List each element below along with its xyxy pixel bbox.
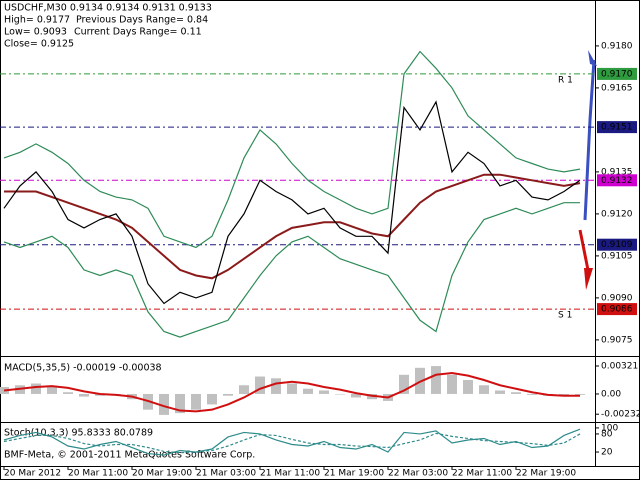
histogram-bar — [575, 393, 585, 395]
y-tick-label: 100 — [601, 423, 618, 433]
y-tick-label: 0.9180 — [601, 41, 633, 51]
histogram-bar — [527, 393, 537, 395]
series-line — [3, 372, 580, 413]
level-label-box — [597, 238, 637, 251]
level-name: S 1 — [558, 311, 572, 321]
annotation: Close= 0.9125 — [4, 39, 74, 50]
y-tick-label: -0.00232 — [601, 410, 640, 420]
histogram-bar — [463, 380, 473, 394]
histogram-bar — [207, 393, 217, 405]
x-tick-label: 22 Mar 19:00 — [516, 469, 576, 479]
histogram-bar — [399, 374, 409, 394]
y-tick-label: 0.9075 — [601, 335, 633, 345]
annotation: Previous Days Range= 0.84 — [76, 15, 208, 26]
histogram-bar — [479, 385, 489, 394]
y-tick-label: 0.9090 — [601, 293, 633, 303]
histogram-bar — [31, 383, 41, 394]
annotation: Current Days Range= 0.11 — [74, 27, 202, 38]
histogram-bar — [79, 393, 89, 397]
level-label: 0.9132 — [601, 176, 633, 186]
y-tick-label: 20 — [601, 448, 613, 458]
histogram-bar — [63, 392, 73, 394]
x-tick-label: 20 Mar 11:00 — [68, 469, 128, 479]
level-label-box — [597, 303, 637, 316]
series-line — [4, 173, 581, 280]
level-label: 0.9109 — [601, 240, 633, 250]
histogram-bar — [223, 393, 233, 396]
histogram-bar — [191, 393, 201, 410]
level-label: 0.9170 — [601, 69, 633, 79]
histogram-bar — [287, 383, 297, 394]
forecast-arrow-up — [583, 59, 596, 221]
y-tick-label: 0.00 — [601, 389, 621, 399]
x-tick-label: 21 Mar 19:00 — [324, 469, 384, 479]
level-label-box — [597, 121, 637, 134]
y-tick-label: 80 — [601, 429, 613, 439]
histogram-bar — [47, 386, 57, 394]
x-tick-label: 20 Mar 2012 — [4, 469, 61, 479]
y-tick-label: 0.00321 — [601, 361, 638, 371]
panel-title: USDCHF,M30 0.9134 0.9134 0.9131 0.9133 — [4, 3, 212, 14]
x-tick-label: 21 Mar 03:00 — [196, 469, 256, 479]
panel-title: MACD(5,35,5) -0.00019 -0.00038 — [4, 363, 162, 374]
level-label-box — [597, 67, 637, 80]
arrow-head — [588, 50, 597, 66]
y-tick-label: 0.9105 — [601, 251, 633, 261]
x-tick-label: 21 Mar 11:00 — [260, 469, 320, 479]
histogram-bar — [271, 378, 281, 394]
annotation: Low= 0.9093 — [4, 27, 67, 38]
x-tick-label: 20 Mar 19:00 — [132, 469, 192, 479]
histogram-bar — [239, 385, 249, 394]
level-label: 0.9086 — [601, 305, 633, 315]
panel-title: Stoch(10,3,3) 95.8333 80.0789 — [4, 428, 153, 439]
series-line — [3, 100, 581, 305]
level-name: R 1 — [558, 75, 573, 85]
y-tick-label: 0.9165 — [601, 83, 633, 93]
level-label: 0.9151 — [601, 123, 633, 133]
y-tick-label: 0.9120 — [601, 209, 633, 219]
histogram-bar — [495, 390, 505, 394]
annotation: BMF-Meta, © 2001-2011 MetaQuotes Softwar… — [4, 450, 255, 461]
histogram-bar — [303, 388, 313, 394]
histogram-bar — [175, 393, 185, 414]
series-line — [3, 432, 581, 454]
histogram-bar — [255, 376, 265, 394]
x-tick-label: 22 Mar 03:00 — [388, 469, 448, 479]
histogram-bar — [351, 393, 361, 398]
series-line — [3, 202, 580, 338]
arrow-head — [584, 268, 593, 290]
series-line — [3, 428, 581, 456]
x-tick-label: 22 Mar 11:00 — [452, 469, 512, 479]
histogram-bar — [431, 366, 441, 394]
y-tick-label: 0.9135 — [601, 167, 633, 177]
level-label-box — [597, 174, 637, 187]
histogram-bar — [319, 390, 329, 394]
forecast-arrow-down — [578, 229, 590, 271]
histogram-bar — [159, 393, 169, 415]
histogram-bar — [447, 374, 457, 394]
histogram-bar — [335, 393, 345, 395]
histogram-bar — [511, 392, 521, 394]
series-line — [3, 50, 581, 249]
annotation: High= 0.9177 — [4, 15, 70, 26]
